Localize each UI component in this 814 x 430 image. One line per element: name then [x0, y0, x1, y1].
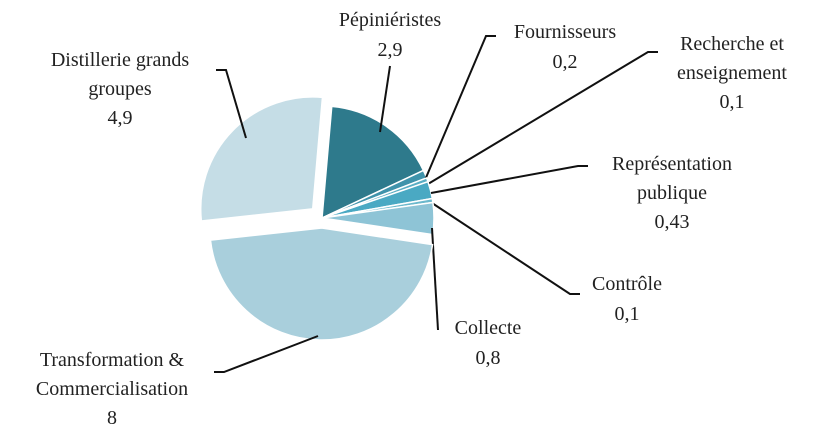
leader-line — [424, 35, 496, 181]
slice-value: 0,1 — [719, 91, 745, 113]
leader-line — [431, 202, 580, 295]
slice-label: Contrôle — [592, 273, 662, 295]
slice-value: 4,9 — [107, 107, 133, 129]
pie-slice — [200, 96, 324, 222]
leader-line — [427, 51, 658, 185]
slice-label: Collecte — [454, 317, 522, 339]
slice-value: 2,9 — [377, 39, 403, 61]
leader-line — [430, 165, 588, 194]
pie-slice — [209, 227, 434, 341]
slice-label: Recherche et enseignement — [677, 33, 787, 84]
leader-line — [379, 65, 391, 133]
slice-value: 0,43 — [654, 211, 690, 233]
slice-value: 8 — [107, 407, 117, 429]
slice-label: Distillerie grands groupes — [50, 49, 190, 100]
slice-label: Représentation publique — [612, 153, 732, 204]
slice-value: 0,2 — [552, 51, 578, 73]
slice-value: 0,1 — [614, 303, 640, 325]
leader-line — [216, 69, 247, 139]
slice-label: Transformation & Commercialisation — [35, 349, 189, 400]
leader-line — [214, 335, 319, 373]
slice-value: 0,8 — [475, 347, 501, 369]
slice-label: Pépiniéristes — [338, 9, 442, 31]
pie-slice — [321, 105, 425, 220]
slice-label: Fournisseurs — [513, 21, 617, 43]
